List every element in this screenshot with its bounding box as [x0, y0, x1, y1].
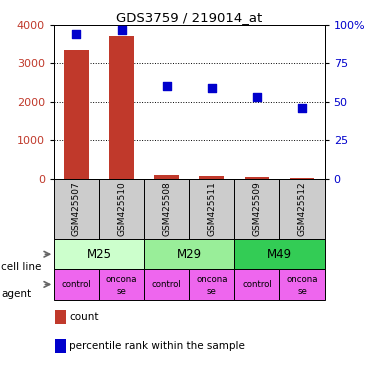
- Text: M25: M25: [86, 248, 111, 261]
- Bar: [144, 179, 189, 239]
- Bar: [244, 177, 269, 179]
- Bar: [54, 179, 99, 239]
- Bar: [99, 269, 144, 300]
- Text: control: control: [152, 280, 181, 289]
- Bar: [290, 177, 315, 179]
- Bar: [279, 269, 325, 300]
- Text: GSM425511: GSM425511: [207, 182, 216, 236]
- Text: count: count: [69, 312, 99, 322]
- Text: M29: M29: [177, 248, 202, 261]
- Bar: [189, 179, 234, 239]
- Point: [254, 94, 260, 100]
- Bar: [54, 239, 144, 269]
- Text: se: se: [116, 286, 127, 296]
- Title: GDS3759 / 219014_at: GDS3759 / 219014_at: [116, 11, 262, 24]
- Text: oncona: oncona: [106, 275, 137, 285]
- Text: control: control: [242, 280, 272, 289]
- Text: control: control: [62, 280, 91, 289]
- Text: percentile rank within the sample: percentile rank within the sample: [69, 341, 245, 351]
- Text: se: se: [207, 286, 217, 296]
- Text: oncona: oncona: [286, 275, 318, 285]
- Bar: [99, 179, 144, 239]
- Point: [299, 105, 305, 111]
- Bar: [64, 50, 89, 179]
- Point: [119, 26, 125, 33]
- Bar: [109, 36, 134, 179]
- Bar: [234, 269, 279, 300]
- Text: M49: M49: [267, 248, 292, 261]
- Bar: [154, 175, 179, 179]
- Point: [73, 31, 79, 37]
- Point: [164, 83, 170, 89]
- Bar: [279, 179, 325, 239]
- Text: agent: agent: [1, 289, 31, 299]
- Bar: [144, 269, 189, 300]
- Bar: [234, 239, 325, 269]
- Point: [209, 85, 215, 91]
- Bar: [199, 176, 224, 179]
- Bar: [234, 179, 279, 239]
- Text: GSM425512: GSM425512: [298, 182, 306, 236]
- Bar: [144, 239, 234, 269]
- Text: GSM425507: GSM425507: [72, 182, 81, 236]
- Bar: [54, 269, 99, 300]
- Text: GSM425508: GSM425508: [162, 182, 171, 236]
- Text: oncona: oncona: [196, 275, 227, 285]
- Text: cell line: cell line: [1, 262, 42, 272]
- Text: se: se: [297, 286, 307, 296]
- Text: GSM425509: GSM425509: [252, 182, 262, 236]
- Bar: [189, 269, 234, 300]
- Text: GSM425510: GSM425510: [117, 182, 126, 236]
